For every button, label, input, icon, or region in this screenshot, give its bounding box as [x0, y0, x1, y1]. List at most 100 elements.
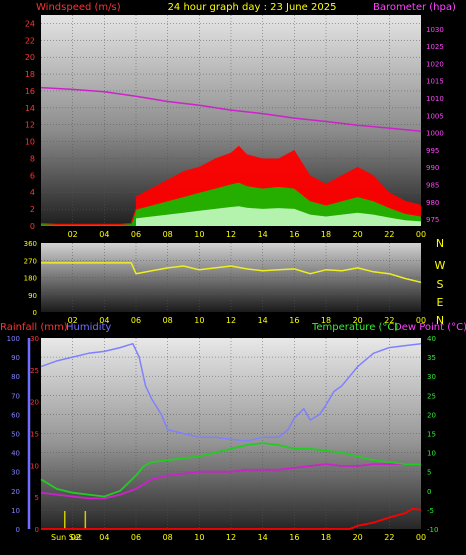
- temperature-tick: 30: [427, 373, 436, 381]
- windspeed-axis-title: Windspeed (m/s): [36, 2, 121, 13]
- x-tick-label: 02: [68, 316, 78, 325]
- compass-label: E: [437, 296, 444, 309]
- windspeed-tick: 4: [30, 188, 35, 197]
- barometer-tick: 980: [426, 199, 439, 207]
- barometer-tick: 1000: [426, 130, 444, 138]
- x-tick-label: 10: [194, 316, 204, 325]
- barometer-tick: 1010: [426, 95, 444, 103]
- direction-tick: 360: [24, 240, 37, 248]
- windspeed-tick: 14: [25, 104, 35, 113]
- x-tick-label: 18: [321, 230, 331, 239]
- x-tick-label: 16: [289, 230, 299, 239]
- barometer-tick: 1030: [426, 26, 444, 34]
- humidity-axis-title: Humidity: [66, 322, 111, 333]
- windspeed-tick: 16: [25, 87, 35, 96]
- wind-direction-line: [41, 262, 422, 284]
- windspeed-tick: 8: [30, 154, 35, 163]
- humidity-tick: 10: [11, 507, 20, 515]
- humidity-tick: 40: [11, 450, 20, 458]
- x-tick-label: 18: [321, 533, 331, 542]
- barometer-tick: 990: [426, 164, 439, 172]
- x-tick-label: 20: [353, 533, 363, 542]
- x-tick-label: 10: [194, 230, 204, 239]
- humidity-tick: 80: [11, 373, 20, 381]
- x-tick-label: 00: [416, 230, 426, 239]
- x-tick-label: 00: [416, 316, 426, 325]
- rainfall-axis-title: Rainfall (mm): [0, 322, 68, 333]
- humidity-tick: 100: [7, 335, 20, 343]
- compass-label: N: [436, 237, 444, 250]
- rainfall-tick: 15: [30, 431, 39, 439]
- temperature-tick: -5: [427, 507, 434, 515]
- x-tick-label: 04: [99, 230, 109, 239]
- x-tick-label: 14: [258, 533, 268, 542]
- temperature-tick: 10: [427, 450, 436, 458]
- temperature-tick: -10: [427, 526, 438, 534]
- windspeed-tick: 12: [25, 121, 35, 130]
- x-tick-label: 06: [131, 533, 141, 542]
- barometer-axis-title: Barometer (hpa): [373, 2, 456, 13]
- direction-tick: 180: [24, 275, 37, 283]
- x-tick-label: 20: [353, 230, 363, 239]
- rainfall-line: [41, 507, 422, 530]
- x-tick-label: 20: [353, 316, 363, 325]
- windspeed-tick: 6: [30, 171, 35, 180]
- x-tick-label: 12: [226, 316, 236, 325]
- humidity-tick: 60: [11, 411, 20, 419]
- x-tick-label: 06: [131, 230, 141, 239]
- windspeed-tick: 20: [25, 53, 35, 62]
- temperature-line: [40, 442, 421, 498]
- windspeed-tick: 2: [30, 205, 35, 214]
- humidity-tick: 90: [11, 354, 20, 362]
- x-tick-label: 16: [289, 316, 299, 325]
- x-tick-label: 04: [99, 533, 109, 542]
- temperature-tick: 20: [427, 411, 436, 419]
- x-tick-label: 10: [194, 533, 204, 542]
- sunset-tick-label: Sun Set: [51, 533, 82, 542]
- x-tick-label: 12: [226, 230, 236, 239]
- x-tick-label: 22: [384, 316, 394, 325]
- x-tick-label: 08: [163, 230, 173, 239]
- direction-tick: 0: [33, 309, 37, 317]
- direction-tick: 270: [24, 257, 37, 265]
- temperature-axis-title: Temperature (°C): [311, 322, 398, 333]
- barometer-tick: 975: [426, 216, 439, 224]
- windspeed-tick: 0: [30, 222, 35, 231]
- x-tick-label: 08: [163, 533, 173, 542]
- barometer-tick: 1005: [426, 112, 444, 120]
- compass-label: N: [436, 314, 444, 327]
- x-tick-label: 16: [289, 533, 299, 542]
- x-tick-label: 08: [163, 316, 173, 325]
- windspeed-tick: 24: [25, 19, 35, 28]
- dewpoint-axis-title: Dew Point (°C): [394, 322, 466, 333]
- barometer-tick: 1020: [426, 60, 444, 68]
- barometer-tick: 1025: [426, 43, 444, 51]
- x-tick-label: 02: [71, 533, 81, 542]
- compass-label: S: [437, 278, 444, 291]
- compass-label: W: [435, 259, 446, 272]
- barometer-tick: 985: [426, 181, 439, 189]
- x-tick-label: 02: [68, 230, 78, 239]
- humidity-tick: 50: [11, 431, 20, 439]
- temperature-tick: 15: [427, 431, 436, 439]
- barometer-line: [40, 86, 422, 132]
- humidity-tick: 30: [11, 469, 20, 477]
- temperature-tick: 35: [427, 354, 436, 362]
- rainfall-tick: 20: [30, 399, 39, 407]
- temperature-tick: 40: [427, 335, 436, 343]
- barometer-tick: 1015: [426, 78, 444, 86]
- chart-title: 24 hour graph day : 23 June 2025: [168, 2, 337, 13]
- humidity-line: [40, 342, 422, 442]
- rainfall-tick: 10: [30, 462, 39, 470]
- humidity-tick: 0: [16, 526, 20, 534]
- dewpoint-line: [40, 463, 421, 500]
- rainfall-tick: 0: [35, 526, 39, 534]
- x-tick-label: 00: [416, 533, 426, 542]
- x-tick-label: 14: [258, 316, 268, 325]
- rainfall-tick: 30: [30, 335, 39, 343]
- x-tick-label: 12: [226, 533, 236, 542]
- windspeed-tick: 10: [25, 138, 35, 147]
- temperature-tick: 5: [427, 469, 431, 477]
- humidity-tick: 70: [11, 392, 20, 400]
